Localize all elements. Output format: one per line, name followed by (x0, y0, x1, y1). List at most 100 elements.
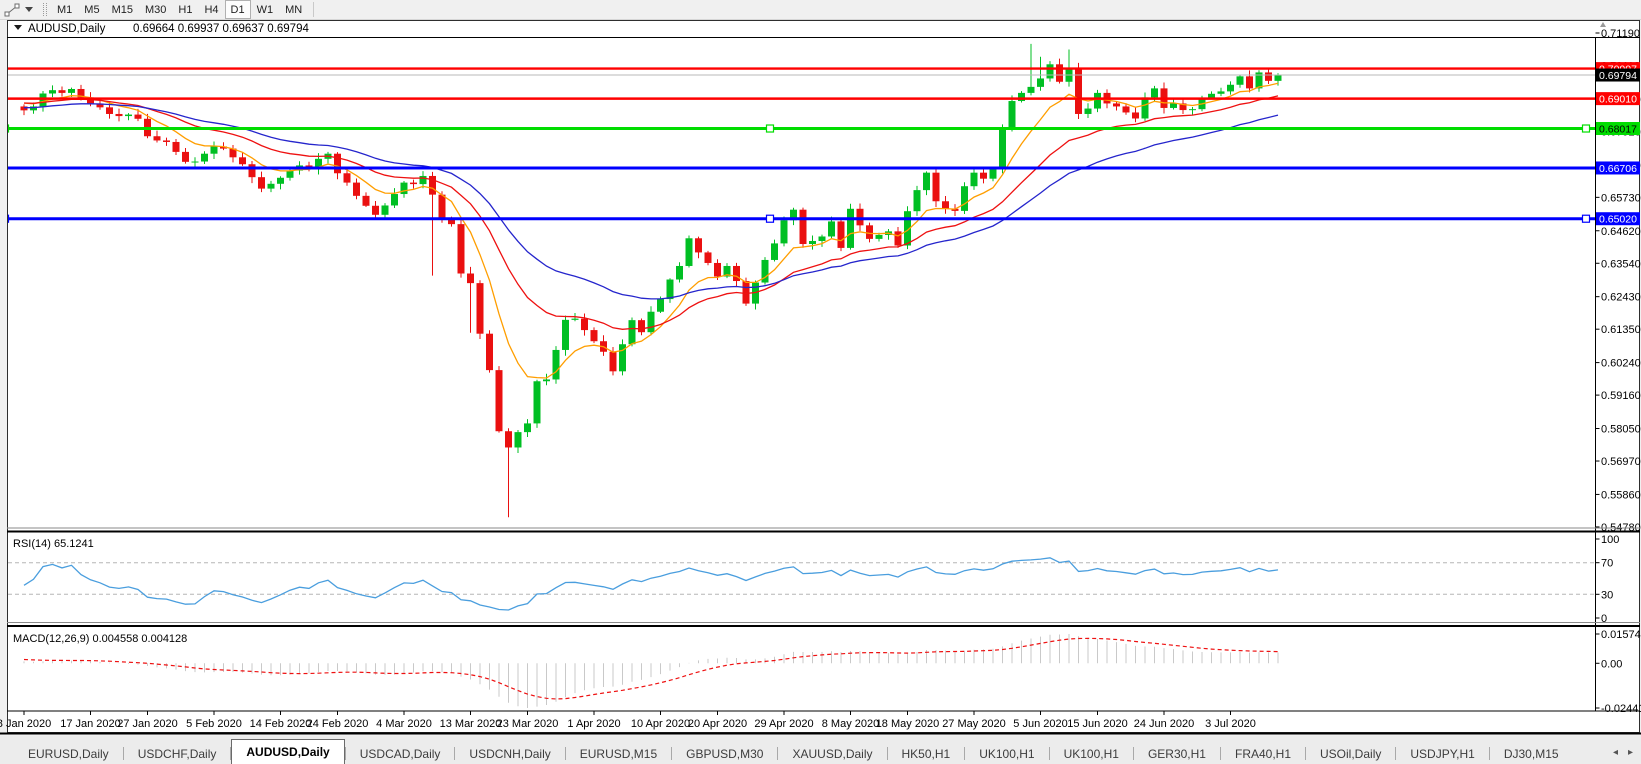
toolbar-grip[interactable] (43, 3, 47, 16)
tab-gbpusd-m30[interactable]: GBPUSD,M30 (686, 746, 764, 761)
tab-scroll-left-icon[interactable]: ◂ (1612, 746, 1618, 758)
date-label: 27 Jan 2020 (117, 718, 178, 730)
timeframe-button-d1[interactable]: D1 (224, 0, 251, 19)
svg-text:0.69010: 0.69010 (1599, 94, 1637, 106)
tab-divider (1219, 747, 1221, 760)
chart-tab-bar: EURUSD,Daily USDCHF,Daily AUDUSD,Daily USDC… (0, 736, 1641, 764)
timeframe-button-m5[interactable]: M5 (84, 3, 100, 16)
timeframe-toolbar: M1 M5 M15 M30 H1 H4 D1 W1 MN (0, 0, 1641, 20)
tab-divider (886, 747, 888, 760)
hline-handle[interactable] (2, 214, 10, 223)
hline-handle[interactable] (1581, 214, 1591, 223)
price-tick-label: 0.61350 (1601, 324, 1641, 336)
ma-slow-line (23, 103, 1279, 300)
scroll-up-icon[interactable] (1600, 22, 1606, 27)
tab-uk100-h1[interactable]: UK100,H1 (979, 746, 1035, 761)
rsi-axis-label: 70 (1601, 558, 1613, 570)
tab-xauusd-daily[interactable]: XAUUSD,Daily (792, 746, 873, 761)
tab-fra40-h1[interactable]: FRA40,H1 (1234, 746, 1292, 761)
price-tick-label: 0.60240 (1601, 358, 1641, 370)
tab-audusd-daily[interactable]: AUDUSD,Daily (231, 739, 345, 764)
date-label: 3 Jul 2020 (1205, 718, 1256, 730)
timeframe-button-m30[interactable]: M30 (144, 3, 167, 16)
hline-handle[interactable] (765, 124, 775, 133)
collapse-chart-icon[interactable] (14, 25, 22, 30)
hline-handle[interactable] (2, 124, 10, 133)
date-label: 10 Apr 2020 (631, 718, 690, 730)
tab-divider (1395, 747, 1397, 760)
tab-hk50-h1[interactable]: HK50,H1 (901, 746, 951, 761)
tab-ger30-h1[interactable]: GER30,H1 (1147, 746, 1206, 761)
date-label: 5 Feb 2020 (186, 718, 242, 730)
tab-dj30-m15[interactable]: DJ30,M15 (1503, 746, 1559, 761)
tab-divider (964, 747, 966, 760)
price-tick-label: 0.55860 (1601, 489, 1641, 501)
chart-canvas[interactable]: AUDUSD,Daily 0.69664 0.69937 0.69637 0.69… (0, 0, 1641, 736)
hline-0.68017[interactable] (2, 124, 1596, 133)
timeframe-button-m1[interactable]: M1 (57, 3, 73, 16)
price-tick-label: 0.62430 (1601, 292, 1641, 304)
svg-text:0.66706: 0.66706 (1599, 163, 1637, 175)
date-label: 4 Mar 2020 (376, 718, 432, 730)
tab-divider (777, 747, 779, 760)
hline-handle[interactable] (765, 214, 775, 223)
tab-divider (344, 747, 346, 760)
tab-usdcnh-daily[interactable]: USDCNH,Daily (469, 746, 551, 761)
date-label: 8 Jan 2020 (0, 718, 51, 730)
tab-divider (454, 747, 456, 760)
chevron-down-icon[interactable] (25, 7, 33, 12)
date-label: 17 Jan 2020 (60, 718, 121, 730)
tab-divider (122, 747, 124, 760)
date-label: 29 Apr 2020 (754, 718, 813, 730)
rsi-panel: RSI(14) 65.1241 100 70 30 0 (8, 534, 1619, 625)
tab-eurusd-daily[interactable]: EURUSD,Daily (28, 746, 109, 761)
tab-divider (1305, 747, 1307, 760)
price-tick-label: 0.64620 (1601, 226, 1641, 238)
timeframe-button-h4[interactable]: H4 (204, 3, 219, 16)
timeframe-button-m15[interactable]: M15 (111, 3, 133, 16)
moving-averages (23, 82, 1279, 379)
svg-text:0.69794: 0.69794 (1599, 70, 1637, 82)
tab-scroll-right-icon[interactable]: ▸ (1627, 746, 1633, 758)
hline-handle[interactable] (1581, 124, 1591, 133)
rsi-axis-label: 30 (1601, 589, 1613, 601)
macd-axis-label: -0.024412 (1601, 703, 1641, 715)
svg-text:0.65020: 0.65020 (1599, 214, 1637, 226)
timeframe-buttons: M1 M5 M15 M30 H1 H4 D1 W1 MN (51, 0, 308, 19)
price-tick-label: 0.71190 (1601, 28, 1640, 40)
ma-fast-line (23, 82, 1279, 379)
tab-divider (1132, 747, 1134, 760)
date-label: 23 Mar 2020 (497, 718, 559, 730)
trendline-tool-icon[interactable] (3, 2, 21, 17)
price-tick-label: 0.65730 (1601, 192, 1641, 204)
tab-usdjpy-h1[interactable]: USDJPY,H1 (1410, 746, 1475, 761)
macd-content (23, 634, 1279, 708)
date-label: 1 Apr 2020 (567, 718, 620, 730)
current-price-label: 0.69794 (1596, 68, 1640, 82)
hline-price-label: 0.69010 (1596, 92, 1640, 106)
price-tick-label: 0.58050 (1601, 424, 1641, 436)
hline-0.65020[interactable] (2, 214, 1596, 223)
tab-usdchf-daily[interactable]: USDCHF,Daily (137, 746, 217, 761)
tab-eurusd-m15[interactable]: EURUSD,M15 (579, 746, 658, 761)
tab-uk100-h1[interactable]: UK100,H1 (1063, 746, 1119, 761)
tab-divider (1048, 747, 1050, 760)
tab-divider (230, 747, 232, 760)
date-label: 20 Apr 2020 (688, 718, 747, 730)
price-tick-label: 0.59160 (1601, 390, 1641, 402)
svg-text:0.68017: 0.68017 (1599, 124, 1637, 136)
rsi-line (23, 557, 1279, 611)
hline-price-label: 0.66706 (1596, 161, 1640, 175)
toolbar-divider (313, 2, 315, 17)
date-label: 8 May 2020 (822, 718, 879, 730)
macd-signal-line (23, 637, 1279, 700)
timeframe-button-w1[interactable]: W1 (256, 3, 274, 16)
tab-usdcad-daily[interactable]: USDCAD,Daily (359, 746, 441, 761)
timeframe-button-mn[interactable]: MN (285, 3, 303, 16)
tab-usoil-daily[interactable]: USOil,Daily (1320, 746, 1382, 761)
timeframe-button-h1[interactable]: H1 (178, 3, 193, 16)
macd-title: MACD(12,26,9) 0.004558 0.004128 (13, 633, 187, 645)
chart-tabs: EURUSD,Daily USDCHF,Daily AUDUSD,Daily USDC… (14, 739, 1573, 764)
